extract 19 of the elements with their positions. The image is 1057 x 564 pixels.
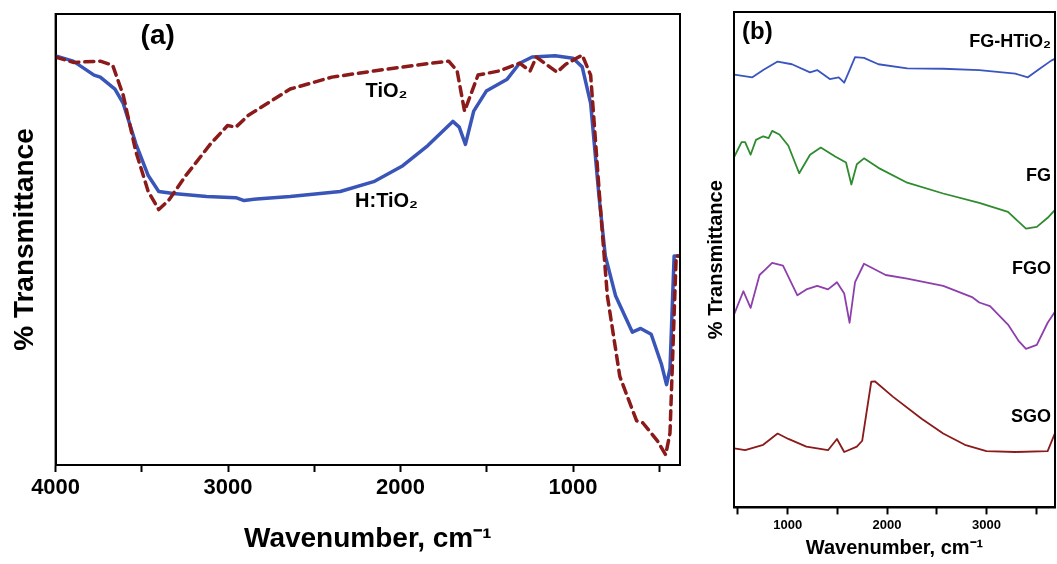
chart-title: (a) <box>140 18 175 50</box>
x-tick-label: 2000 <box>872 516 902 532</box>
x-tick-label: 3000 <box>971 516 1001 532</box>
chart-title: (b) <box>742 16 773 44</box>
x-axis-title: Wavenumber, cm⁻¹ <box>805 535 984 558</box>
x-tick-label: 1000 <box>548 474 598 500</box>
series-label: H:TiO₂ <box>355 189 419 212</box>
x-tick-label: 3000 <box>203 474 253 500</box>
x-tick-label: 4000 <box>31 474 81 500</box>
y-axis-title: % Transmittance <box>7 128 39 351</box>
y-axis-title: % Transmittance <box>703 180 726 340</box>
x-tick-label: 2000 <box>376 474 426 500</box>
series-label: SGO <box>1010 405 1051 426</box>
series-label: FG-HTiO₂ <box>969 30 1051 51</box>
series-label: TiO₂ <box>365 78 408 101</box>
series-label: FGO <box>1012 257 1051 278</box>
x-tick-label: 1000 <box>773 516 803 532</box>
x-axis-title: Wavenumber, cm⁻¹ <box>244 521 492 553</box>
series-label: FG <box>1026 165 1051 186</box>
